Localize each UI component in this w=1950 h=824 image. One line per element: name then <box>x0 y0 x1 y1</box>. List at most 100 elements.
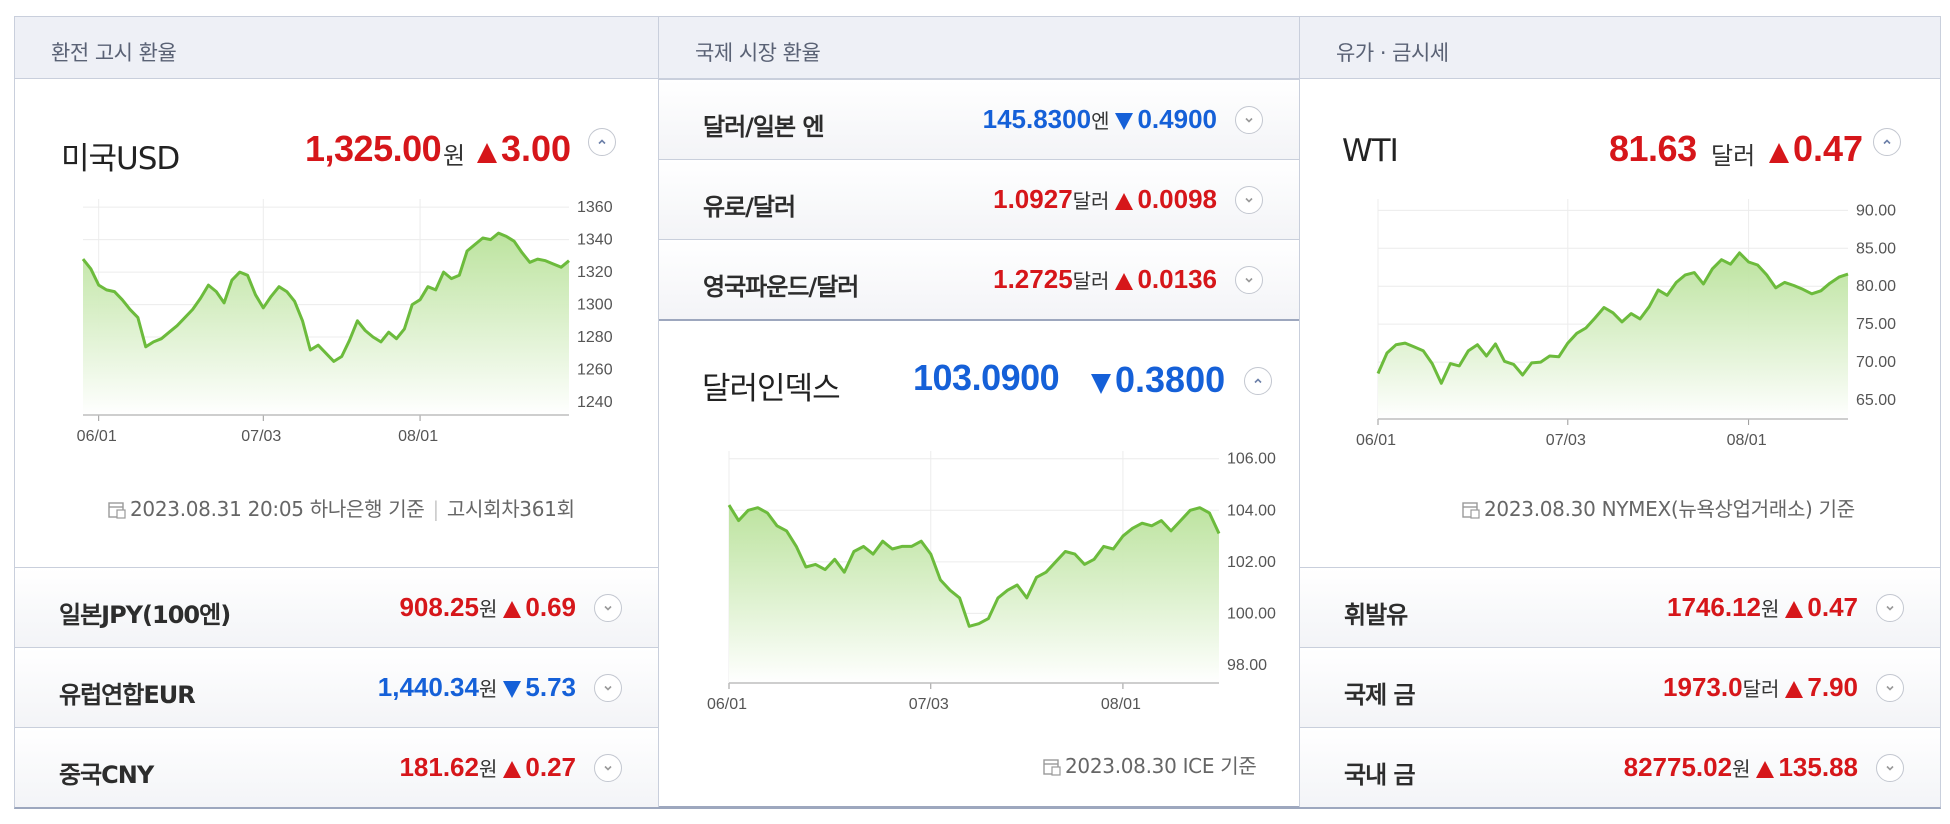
x-tick-label: 06/01 <box>1356 432 1396 449</box>
wti-note: 2023.08.30 NYMEX(뉴욕상업거래소) 기준 <box>1461 493 1855 522</box>
commodity-row[interactable]: 국내 금 82775.02원 135.88 <box>1300 727 1940 807</box>
row-name: 달러/일본 엔 <box>703 113 825 141</box>
y-tick-label: 65.00 <box>1856 392 1896 409</box>
currency-row[interactable]: 일본JPY(100엔) 908.25원 0.69 <box>15 567 658 647</box>
row-name: 중국CNY <box>59 761 154 789</box>
collapse-button[interactable] <box>588 128 616 156</box>
international-rate-row[interactable]: 영국파운드/달러 1.2725달러 0.0136 <box>659 239 1299 319</box>
chevron-up-icon <box>1254 378 1262 384</box>
wti-value: 81.63 <box>1609 128 1697 169</box>
row-value: 181.62 <box>399 752 479 782</box>
expand-button[interactable] <box>1235 106 1263 134</box>
row-change: 0.69 <box>503 592 576 622</box>
dollar-index-note-text: 2023.08.30 ICE 기준 <box>1065 754 1257 778</box>
row-change-value: 7.90 <box>1807 672 1858 702</box>
wti-chart: 65.00 70.00 75.00 80.00 85.00 90.00 06/01 07/03… <box>1340 189 1930 453</box>
row-unit: 원 <box>478 597 498 621</box>
expand-button[interactable] <box>1876 674 1904 702</box>
row-value: 1.2725 <box>993 264 1073 294</box>
dollar-index-change-value: 0.3800 <box>1115 359 1226 400</box>
chevron-down-icon <box>1886 685 1894 691</box>
row-change: 0.0136 <box>1115 264 1217 294</box>
row-quote: 82775.02원 135.88 <box>1624 752 1904 784</box>
dollar-index-value: 103.0900 <box>913 357 1060 398</box>
row-value: 145.8300 <box>982 104 1092 134</box>
x-tick-label: 07/03 <box>241 428 281 445</box>
x-tick-label: 08/01 <box>398 428 438 445</box>
collapse-button[interactable] <box>1244 367 1272 395</box>
up-arrow-icon <box>503 761 522 778</box>
chevron-down-icon <box>1245 117 1253 123</box>
chevron-down-icon <box>1245 277 1253 283</box>
chevron-down-icon <box>1886 605 1894 611</box>
divider <box>659 319 1299 321</box>
usd-line-chart: 1240 1260 1280 1300 1320 1340 1360 06/01 07/03 08… <box>77 199 613 445</box>
x-tick-label: 08/01 <box>1727 432 1767 449</box>
up-arrow-icon <box>1785 681 1804 698</box>
down-arrow-icon <box>1091 374 1111 394</box>
chevron-down-icon <box>604 605 612 611</box>
chevron-up-icon <box>598 139 606 145</box>
wti-note-text: 2023.08.30 NYMEX(뉴욕상업거래소) 기준 <box>1484 497 1855 521</box>
wti-name[interactable]: WTI <box>1342 133 1399 169</box>
main-currency-change: 3.00 <box>477 128 571 170</box>
expand-button[interactable] <box>594 754 622 782</box>
row-unit: 달러 <box>1072 269 1110 293</box>
x-tick-label: 06/01 <box>707 696 747 713</box>
expand-button[interactable] <box>594 594 622 622</box>
exchange-note-datetime: 2023.08.31 20:05 <box>130 497 304 521</box>
expand-button[interactable] <box>1876 594 1904 622</box>
up-arrow-icon <box>1115 193 1134 210</box>
row-quote: 181.62원 0.27 <box>399 752 622 784</box>
dollar-index-name[interactable]: 달러인덱스 <box>702 371 841 407</box>
up-arrow-icon <box>1785 601 1804 618</box>
row-quote: 1,440.34원 5.73 <box>378 672 622 704</box>
row-name: 국제 금 <box>1344 681 1416 709</box>
exchange-note-round: 고시회차361회 <box>446 497 575 521</box>
wti-change-value: 0.47 <box>1793 128 1864 169</box>
row-value: 1973.0 <box>1663 672 1743 702</box>
row-quote: 1.0927달러 0.0098 <box>993 184 1263 216</box>
expand-button[interactable] <box>1876 754 1904 782</box>
dollar-index-line-chart: 98.00 100.00 102.00 104.00 106.00 06/01 07/03 0… <box>707 451 1276 713</box>
row-name: 유로/달러 <box>703 193 796 221</box>
row-quote: 1973.0달러 7.90 <box>1663 672 1904 704</box>
expand-button[interactable] <box>594 674 622 702</box>
down-arrow-icon <box>503 681 522 698</box>
commodity-row[interactable]: 국제 금 1973.0달러 7.90 <box>1300 647 1940 727</box>
international-rate-row[interactable]: 달러/일본 엔 145.8300엔 0.4900 <box>659 79 1299 159</box>
row-change-value: 0.27 <box>525 752 576 782</box>
up-arrow-icon <box>477 143 497 163</box>
dollar-index-change: 0.3800 <box>1091 359 1225 401</box>
row-change-value: 0.0098 <box>1137 184 1217 214</box>
up-arrow-icon <box>1769 143 1789 163</box>
wti-unit: 달러 <box>1711 142 1756 170</box>
collapse-button[interactable] <box>1873 128 1901 156</box>
expand-button[interactable] <box>1235 186 1263 214</box>
row-value: 908.25 <box>399 592 479 622</box>
international-rate-row[interactable]: 유로/달러 1.0927달러 0.0098 <box>659 159 1299 239</box>
y-tick-label: 1280 <box>577 329 613 346</box>
main-currency-name[interactable]: 미국USD <box>61 141 180 177</box>
row-change: 5.73 <box>503 672 576 702</box>
row-unit: 원 <box>478 677 498 701</box>
exchange-rate-panel: 환전 고시 환율 미국USD 1,325.00 원 3.00 1240 1260 1… <box>15 17 658 807</box>
y-tick-label: 102.00 <box>1227 554 1276 571</box>
dollar-index-chart: 98.00 100.00 102.00 104.00 106.00 06/01 07/03 0… <box>699 431 1289 725</box>
row-change-value: 0.69 <box>525 592 576 622</box>
commodity-row[interactable]: 휘발유 1746.12원 0.47 <box>1300 567 1940 647</box>
chevron-down-icon <box>604 685 612 691</box>
y-tick-label: 1300 <box>577 297 613 314</box>
row-quote: 145.8300엔 0.4900 <box>983 104 1263 136</box>
international-rate-panel: 국제 시장 환율 달러/일본 엔 145.8300엔 0.4900 유로/달러 1.09… <box>658 17 1299 807</box>
expand-button[interactable] <box>1235 266 1263 294</box>
chevron-down-icon <box>1886 765 1894 771</box>
currency-row[interactable]: 유럽연합EUR 1,440.34원 5.73 <box>15 647 658 727</box>
currency-row[interactable]: 중국CNY 181.62원 0.27 <box>15 727 658 807</box>
y-tick-label: 1320 <box>577 264 613 281</box>
oil-gold-panel: 유가 · 금시세 WTI 81.63 달러 0.47 65.00 70.00 75.… <box>1299 17 1940 807</box>
row-change-value: 0.4900 <box>1137 104 1217 134</box>
calendar-icon <box>1043 759 1061 776</box>
calendar-icon <box>108 502 126 519</box>
